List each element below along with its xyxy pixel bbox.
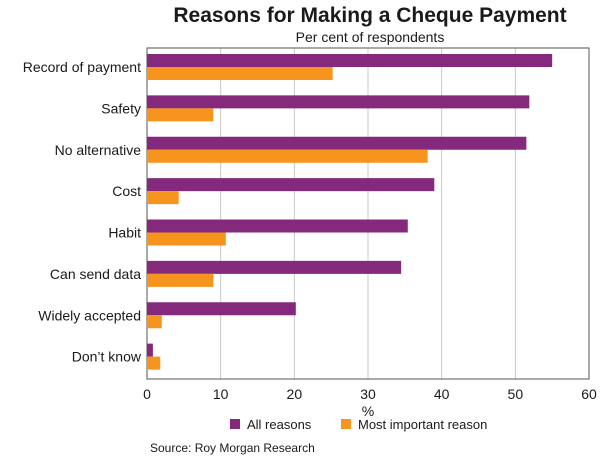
bar-most-important [147,273,214,287]
category-label: Widely accepted [38,307,141,323]
legend-label-all-reasons: All reasons [247,417,312,432]
bar-all-reasons [147,136,527,150]
bar-most-important [147,356,161,370]
bar-most-important [147,191,179,205]
x-axis-label: % [362,403,374,419]
category-label: Habit [108,225,141,241]
legend: All reasons Most important reason [230,417,487,432]
legend-swatch-most-important [341,419,351,429]
chart-subtitle: Per cent of respondents [296,29,445,45]
bar-most-important [147,67,333,80]
category-label: Cost [112,183,141,199]
bar-all-reasons [147,95,530,109]
category-label: Can send data [50,266,141,282]
x-tick-label: 40 [434,386,450,402]
bar-most-important [147,232,226,246]
category-label: Safety [101,100,141,116]
bar-all-reasons [147,260,402,274]
category-label: Record of payment [23,59,141,75]
bar-all-reasons [147,54,553,67]
bar-all-reasons [147,343,153,357]
bar-most-important [147,108,214,122]
x-tick-label: 20 [287,386,303,402]
x-tick-label: 30 [360,386,376,402]
bar-most-important [147,149,428,163]
x-tick-label: 50 [508,386,524,402]
x-tick-label: 10 [213,386,229,402]
category-label: No alternative [55,142,142,158]
bar-all-reasons [147,219,408,233]
bar-all-reasons [147,178,435,192]
source-note: Source: Roy Morgan Research [150,441,315,455]
bar-most-important [147,315,162,329]
legend-label-most-important: Most important reason [358,417,487,432]
plot-frame [146,47,590,380]
x-tick-label: 60 [581,386,597,402]
bar-all-reasons [147,302,296,316]
chart-title: Reasons for Making a Cheque Payment [173,4,566,27]
category-label: Don’t know [72,349,142,365]
x-tick-label: 0 [143,386,151,402]
legend-swatch-all-reasons [230,419,240,429]
